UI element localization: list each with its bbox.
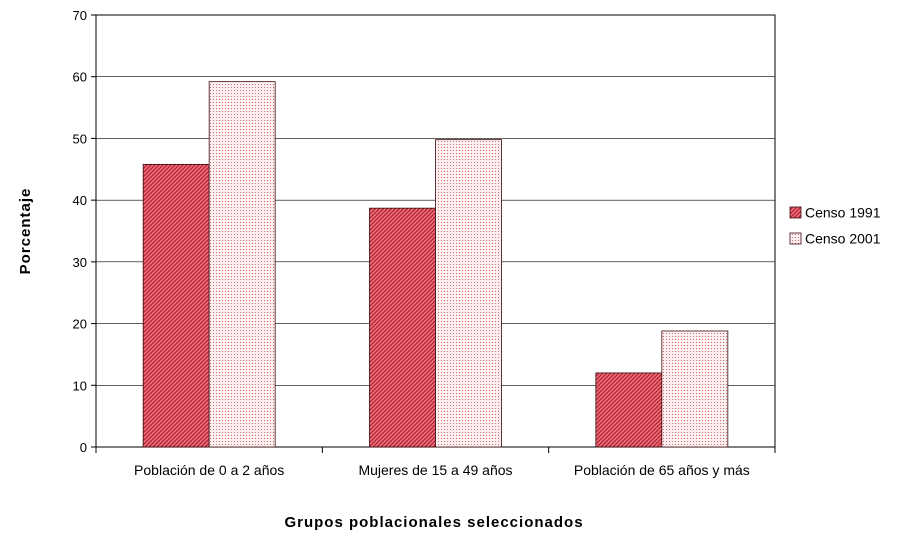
legend-swatch (789, 206, 802, 219)
bar-censo-2001 (435, 139, 502, 448)
legend: Censo 1991 Censo 2001 (789, 205, 881, 247)
bar-censo-2001 (661, 330, 729, 448)
x-axis: Población de 0 a 2 años Mujeres de 15 a 4… (95, 447, 776, 478)
y-tick-label: 30 (73, 255, 87, 270)
x-tick-label: Población de 0 a 2 años (134, 462, 284, 478)
bar-censo-2001 (208, 81, 276, 448)
x-axis-title: Grupos poblacionales seleccionados (284, 514, 583, 531)
y-tick-label: 50 (73, 131, 87, 146)
legend-label: Censo 1991 (805, 205, 881, 221)
x-tick-label: Mujeres de 15 a 49 años (358, 462, 512, 478)
x-tick-label: Población de 65 años y más (574, 462, 750, 478)
y-tick-label: 10 (73, 378, 87, 393)
y-tick-label: 20 (73, 317, 87, 332)
y-axis: 0 10 20 30 40 50 60 70 (73, 8, 96, 455)
bar-censo-1991 (595, 372, 663, 448)
y-tick-label: 0 (80, 440, 87, 455)
legend-swatch (789, 232, 802, 245)
y-axis-title: Porcentaje (17, 188, 34, 275)
y-tick-label: 60 (73, 70, 87, 85)
bar-censo-1991 (142, 163, 210, 448)
y-tick-label: 70 (73, 8, 87, 23)
bar-censo-1991 (369, 207, 436, 448)
bars (142, 81, 729, 448)
legend-label: Censo 2001 (805, 231, 881, 247)
plot-area: 0 10 20 30 40 50 60 70 Población de 0 a 2 años M… (73, 8, 776, 478)
y-tick-label: 40 (73, 193, 87, 208)
